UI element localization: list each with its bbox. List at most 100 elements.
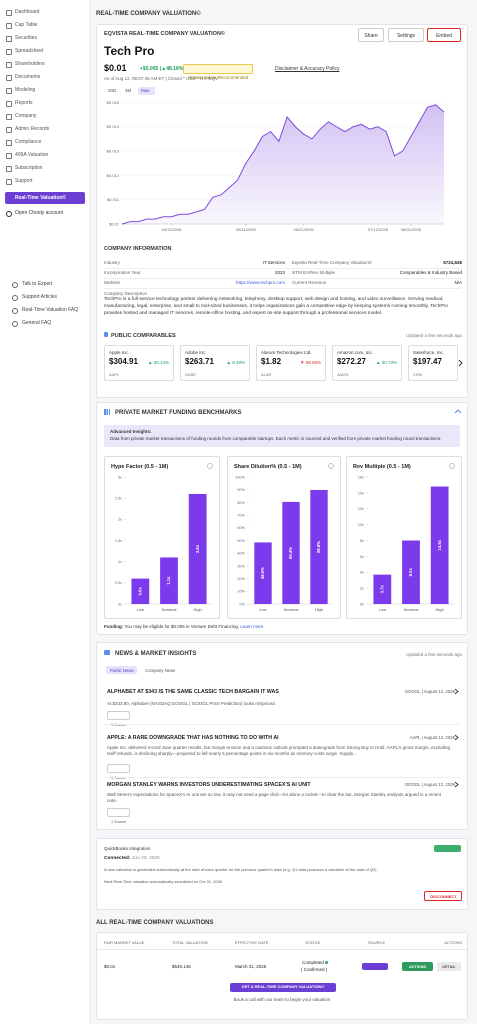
button-label[interactable]: Settings	[396, 33, 416, 39]
comparable-card[interactable]: Alarum Technologies Ltd. $1.82 ▼ 68.56% ALA…	[256, 345, 326, 381]
news-summary: Apple Inc. delivered record June quarter…	[107, 745, 451, 757]
value-label: 8.0x	[408, 568, 413, 577]
y-tick-label: 8x	[360, 539, 364, 543]
value-label: 14.8x	[437, 539, 442, 550]
button-label[interactable]: ACTIONS	[408, 964, 427, 969]
nav-item[interactable]: Compliance	[15, 139, 42, 145]
range-tab[interactable]: Max	[141, 88, 150, 93]
nav-item[interactable]: Shareholders	[15, 61, 45, 67]
disclaimer-link[interactable]: Disclaimer & Accuracy Policy	[275, 66, 340, 72]
help-link[interactable]: Support Articles	[22, 294, 58, 300]
news-headline[interactable]: MORGAN STANLEY WARNS INVESTORS UNDERESTI…	[107, 782, 311, 788]
source-count[interactable]: 1 Source	[111, 820, 127, 824]
nav-item[interactable]: Subscription	[15, 165, 43, 171]
funding-note: Funding: You may be eligible for $0.005 …	[104, 624, 263, 629]
help-link[interactable]: General FAQ	[22, 320, 52, 326]
nav-item[interactable]: Admin Records	[15, 126, 50, 132]
qb-note: A new valuation is generated automatical…	[104, 867, 378, 872]
button-label[interactable]: GET A REAL-TIME COMPANY VALUATION©	[241, 984, 325, 990]
comparable-name: Amazon.com, Inc.	[337, 350, 374, 355]
comparable-card[interactable]: Apple Inc. $304.91 ▲ 20.14% AAPL	[104, 345, 174, 381]
nav-item-active[interactable]: Real-Time Valuation©	[15, 195, 67, 201]
y-tick-label: 1.5x	[115, 539, 122, 543]
benchmark-chart: Rev Multiple (0.5 - 1M) 0x 2x 4x 6x 8x 10x 12x 1…	[353, 463, 455, 612]
value-label: 3.7x	[379, 585, 384, 594]
source-badge: QuickBooks	[362, 963, 389, 978]
help-link[interactable]: Real-Time Valuation FAQ	[22, 307, 79, 313]
column-header: EFFECTIVE DATE	[235, 940, 269, 945]
comparable-card[interactable]: Amazon.com, Inc. $272.27 ▲ 30.73% AMZN	[332, 345, 402, 381]
x-tick-label: Nominal	[162, 607, 177, 612]
source-count[interactable]: 1 Source	[111, 776, 127, 780]
nav-item[interactable]: Dashboard	[15, 9, 40, 15]
button-label[interactable]: Embed	[436, 33, 452, 39]
y-tick-label: $0.014	[107, 124, 120, 129]
button-label[interactable]: DETAIL	[442, 964, 456, 969]
y-tick-label: 2x	[360, 587, 364, 591]
range-active-bg	[138, 87, 155, 95]
value-label: 1.1x	[166, 576, 171, 585]
news-tab[interactable]: Company News	[145, 668, 176, 673]
comparable-card[interactable]: Salesforce, Inc. $197.47 CRM	[408, 345, 458, 381]
x-tick-label: Nominal	[404, 607, 419, 612]
cta-button[interactable]: GET A REAL-TIME COMPANY VALUATION©	[230, 983, 336, 992]
news-headline[interactable]: APPLE: A RARE DOWNGRADE THAT HAS NOTHING…	[107, 735, 279, 741]
nav-item[interactable]: 409A Valuation	[15, 152, 49, 158]
cell: $0.01	[104, 964, 116, 969]
y-tick-label: 30%	[237, 564, 245, 568]
news-card	[96, 642, 468, 830]
help-link[interactable]: Talk to Expert	[22, 281, 53, 287]
x-tick-label: Low	[137, 607, 144, 612]
comparable-card[interactable]: Adobe Inc. $263.71 ▲ 8.49% ADBE	[180, 345, 250, 381]
cell: $648,146	[172, 964, 191, 969]
button-label[interactable]: DISCONNECT	[430, 893, 457, 899]
button[interactable]: Share	[358, 28, 384, 42]
range-tab[interactable]: 30D	[108, 88, 117, 93]
nav-item[interactable]: Documents	[15, 74, 41, 80]
nav-icon	[6, 140, 12, 146]
range-tab[interactable]: 3M	[125, 88, 132, 93]
learn-more-link[interactable]: Learn more	[240, 624, 264, 629]
area	[122, 104, 444, 224]
nav-item[interactable]: Securities	[15, 35, 37, 41]
bar	[402, 540, 420, 604]
news-headline[interactable]: ALPHABET AT $343 IS THE SAME CLASSIC TEC…	[107, 689, 279, 695]
column-header: ACTIONS	[444, 940, 462, 945]
info-icon	[207, 463, 213, 469]
nav-item[interactable]: Spreadsheet	[15, 48, 44, 54]
nav-icon	[6, 179, 12, 185]
nav-item[interactable]: Support	[15, 178, 33, 184]
price: $0.01	[104, 63, 127, 73]
value-label: 48.5%	[260, 567, 265, 579]
actions-button[interactable]: ACTIONS	[402, 962, 433, 971]
status-text: Status Update Recommended	[188, 75, 249, 80]
source-text: QuickBooks	[365, 974, 386, 978]
funding-text: You may be eligible for $0.005 in Ventur…	[124, 624, 240, 629]
nav-item[interactable]: Company	[15, 113, 37, 119]
nav-item[interactable]: Open Chooly account	[15, 210, 64, 216]
news-chevron	[454, 734, 459, 741]
nav-icon	[6, 88, 12, 94]
sidebar	[0, 0, 90, 1024]
nav-item[interactable]: Modeling	[15, 87, 36, 93]
source-count[interactable]: 1 Source	[111, 723, 127, 727]
detail-button[interactable]: DETAIL	[437, 962, 461, 971]
button[interactable]: Embed	[427, 28, 461, 42]
comparable-name: Apple Inc.	[109, 350, 130, 355]
news-tab[interactable]: Public News	[110, 668, 134, 673]
disconnect-button[interactable]: DISCONNECT	[424, 891, 462, 901]
info-label: Industry	[104, 260, 121, 265]
nav-item[interactable]: Cap Table	[15, 22, 38, 28]
button-label[interactable]: Share	[364, 33, 378, 39]
benchmark-chart: Hype Factor (0.5 - 1M) 0x 0.5x 1x 1.5x 2x 2.5x…	[111, 463, 213, 612]
button[interactable]: Settings	[388, 28, 424, 42]
news-divider	[104, 777, 460, 778]
chart-title: Rev Multiple (0.5 - 1M)	[353, 464, 411, 470]
help-icon	[12, 321, 18, 327]
price-change: +$0.005 (▲48.18%)	[140, 66, 185, 72]
comparable-price: $197.47	[413, 357, 442, 366]
nav-item[interactable]: Reports	[15, 100, 33, 106]
info-value[interactable]: https://www.techpro.com	[235, 280, 285, 285]
bar	[373, 574, 392, 604]
